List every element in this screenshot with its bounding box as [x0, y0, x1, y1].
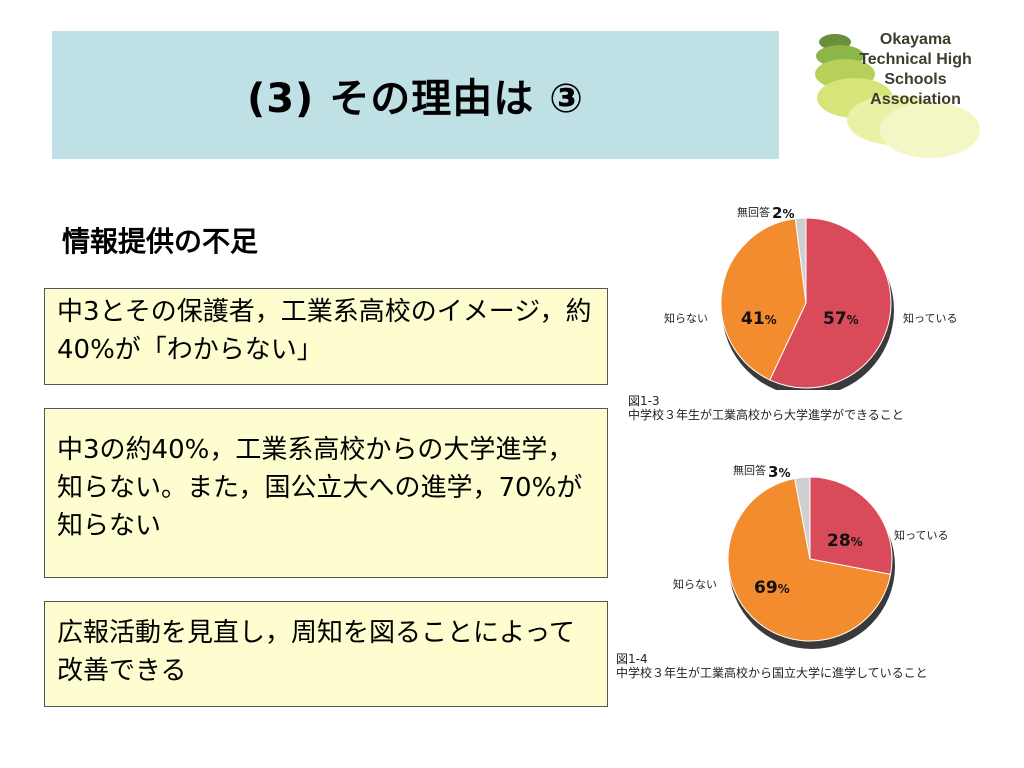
association-logo: Okayama Technical High Schools Associati…	[800, 20, 1010, 170]
pie-slice-1-1	[720, 218, 807, 381]
pie-category-label-1-2: 無回答	[737, 205, 770, 219]
pie-slice-1-0	[769, 217, 892, 389]
point-text-1: 中3とその保護者，工業系高校のイメージ，約40%が「わからない」	[57, 297, 592, 365]
figure-caption-2: 中学校３年生が工業高校から国立大学に進学していること	[616, 666, 928, 680]
logo-line-2: Technical High Schools	[859, 51, 972, 88]
pie-value-label-1-2: 2%	[772, 204, 794, 222]
title-band: (3) その理由は ③	[52, 31, 779, 159]
logo-circles	[815, 34, 980, 158]
pie-category-label-2-2: 無回答	[733, 463, 766, 477]
pie-category-label-2-0: 知っている	[894, 528, 948, 542]
pie-category-label-2-1: 知らない	[673, 577, 717, 591]
pie-chart-2: 知っている 28% 知らない 69% 無回答 3% 図1-4 中学校３年生が工業高校から国…	[612, 455, 1022, 695]
pie-category-label-1-1: 知らない	[664, 311, 708, 325]
pie-value-label-2-1: 69%	[754, 578, 790, 598]
pie-slice-1-2	[794, 217, 807, 304]
pie-value-label-2-2: 3%	[768, 463, 790, 481]
figure-label-2: 図1-4	[616, 652, 648, 666]
pie-slice-2-2	[794, 476, 811, 560]
point-box-1: 中3とその保護者，工業系高校のイメージ，約40%が「わからない」	[44, 288, 608, 385]
logo-line-1: Okayama	[879, 31, 952, 48]
section-heading: 情報提供の不足	[62, 225, 259, 258]
pie-slice-2-1	[727, 477, 892, 642]
point-text-3: 広報活動を見直し，周知を図ることによって改善できる	[57, 618, 575, 686]
pie-value-label-1-0: 57%	[823, 309, 859, 329]
slide-title: (3) その理由は ③	[246, 76, 585, 122]
pie-category-label-1-0: 知っている	[903, 311, 957, 325]
pie-chart-1-svg: 知っている 57% 知らない 41% 無回答 2%	[664, 204, 957, 396]
point-box-3: 広報活動を見直し，周知を図ることによって改善できる	[44, 601, 608, 707]
pie-value-label-2-0: 28%	[827, 531, 863, 551]
figure-caption-1: 中学校３年生が工業高校から大学進学ができること	[628, 408, 904, 422]
pie-value-label-1-1: 41%	[741, 309, 777, 329]
figure-label-1: 図1-3	[628, 394, 660, 408]
logo-text: Okayama Technical High Schools Associati…	[828, 30, 1003, 110]
point-text-2: 中3の約40%，工業系高校からの大学進学，知らない。また，国公立大への進学，70…	[57, 435, 583, 541]
pie-slice-2-0	[809, 476, 893, 575]
pie-chart-2-svg: 知っている 28% 知らない 69% 無回答 3%	[673, 463, 948, 649]
point-box-2: 中3の約40%，工業系高校からの大学進学，知らない。また，国公立大への進学，70…	[44, 408, 608, 578]
logo-line-3: Association	[870, 91, 961, 108]
pie-chart-1: 知っている 57% 知らない 41% 無回答 2% 図1-3 中学校３年生が工業高校から大…	[620, 190, 1020, 435]
